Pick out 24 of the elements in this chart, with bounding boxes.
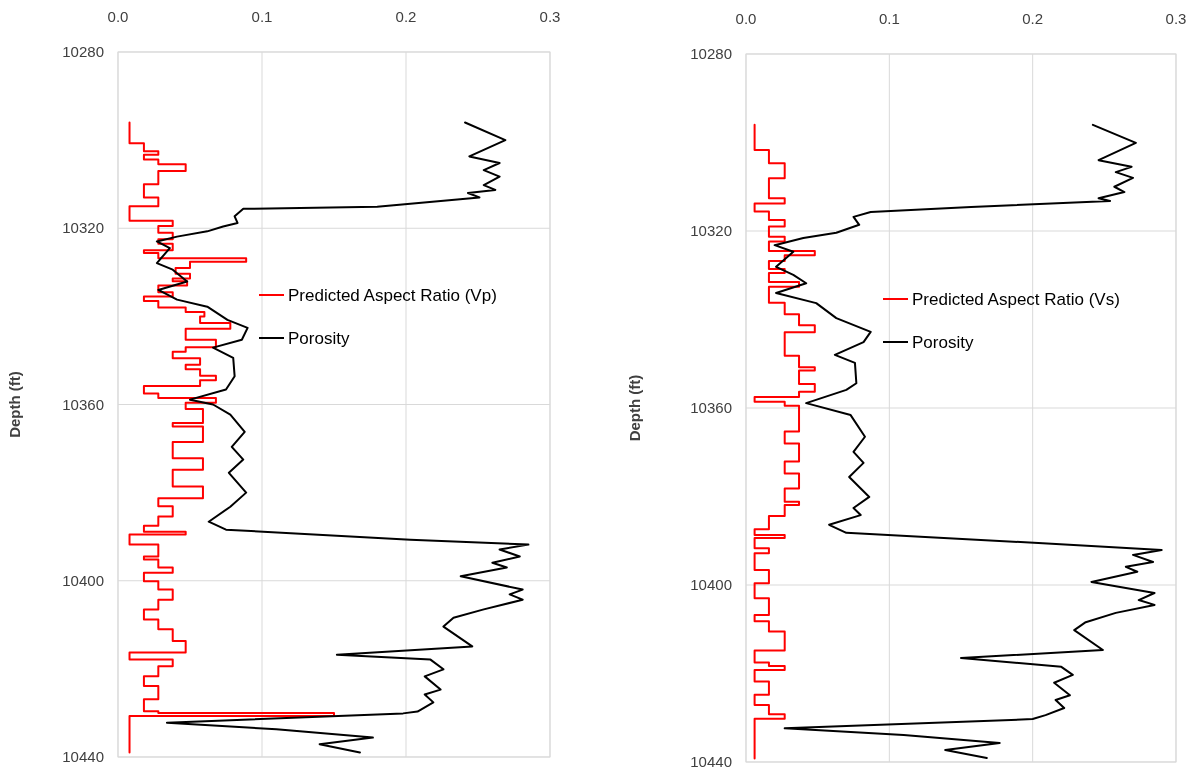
y-tick-label: 10400 [690,576,732,593]
x-tick-label: 0.2 [1022,10,1044,27]
y-tick-label: 10440 [690,753,732,770]
x-tick-label: 0.0 [735,10,757,27]
legend-label: Porosity [912,333,974,352]
legend-label: Predicted Aspect Ratio (Vs) [912,290,1120,309]
x-tick-label: 0.3 [539,8,561,25]
y-tick-label: 10360 [62,395,104,413]
y-tick-label: 10360 [690,399,732,416]
y-tick-label: 10400 [62,571,104,589]
y-axis-title: Depth (ft) [6,371,23,438]
x-tick-label: 0.3 [1165,10,1187,27]
x-tick-label: 0.1 [251,8,273,25]
y-axis-title: Depth (ft) [626,374,643,442]
legend-label: Porosity [288,329,350,348]
x-tick-label: 0.2 [395,8,417,25]
legend-label: Predicted Aspect Ratio (Vp) [288,286,497,305]
y-tick-label: 10320 [690,222,732,239]
y-tick-label: 10440 [62,748,104,765]
y-tick-label: 10280 [62,43,104,60]
y-tick-label: 10280 [690,45,732,62]
x-tick-label: 0.0 [107,8,129,25]
y-tick-label: 10320 [62,219,104,237]
x-tick-label: 0.1 [878,10,900,27]
